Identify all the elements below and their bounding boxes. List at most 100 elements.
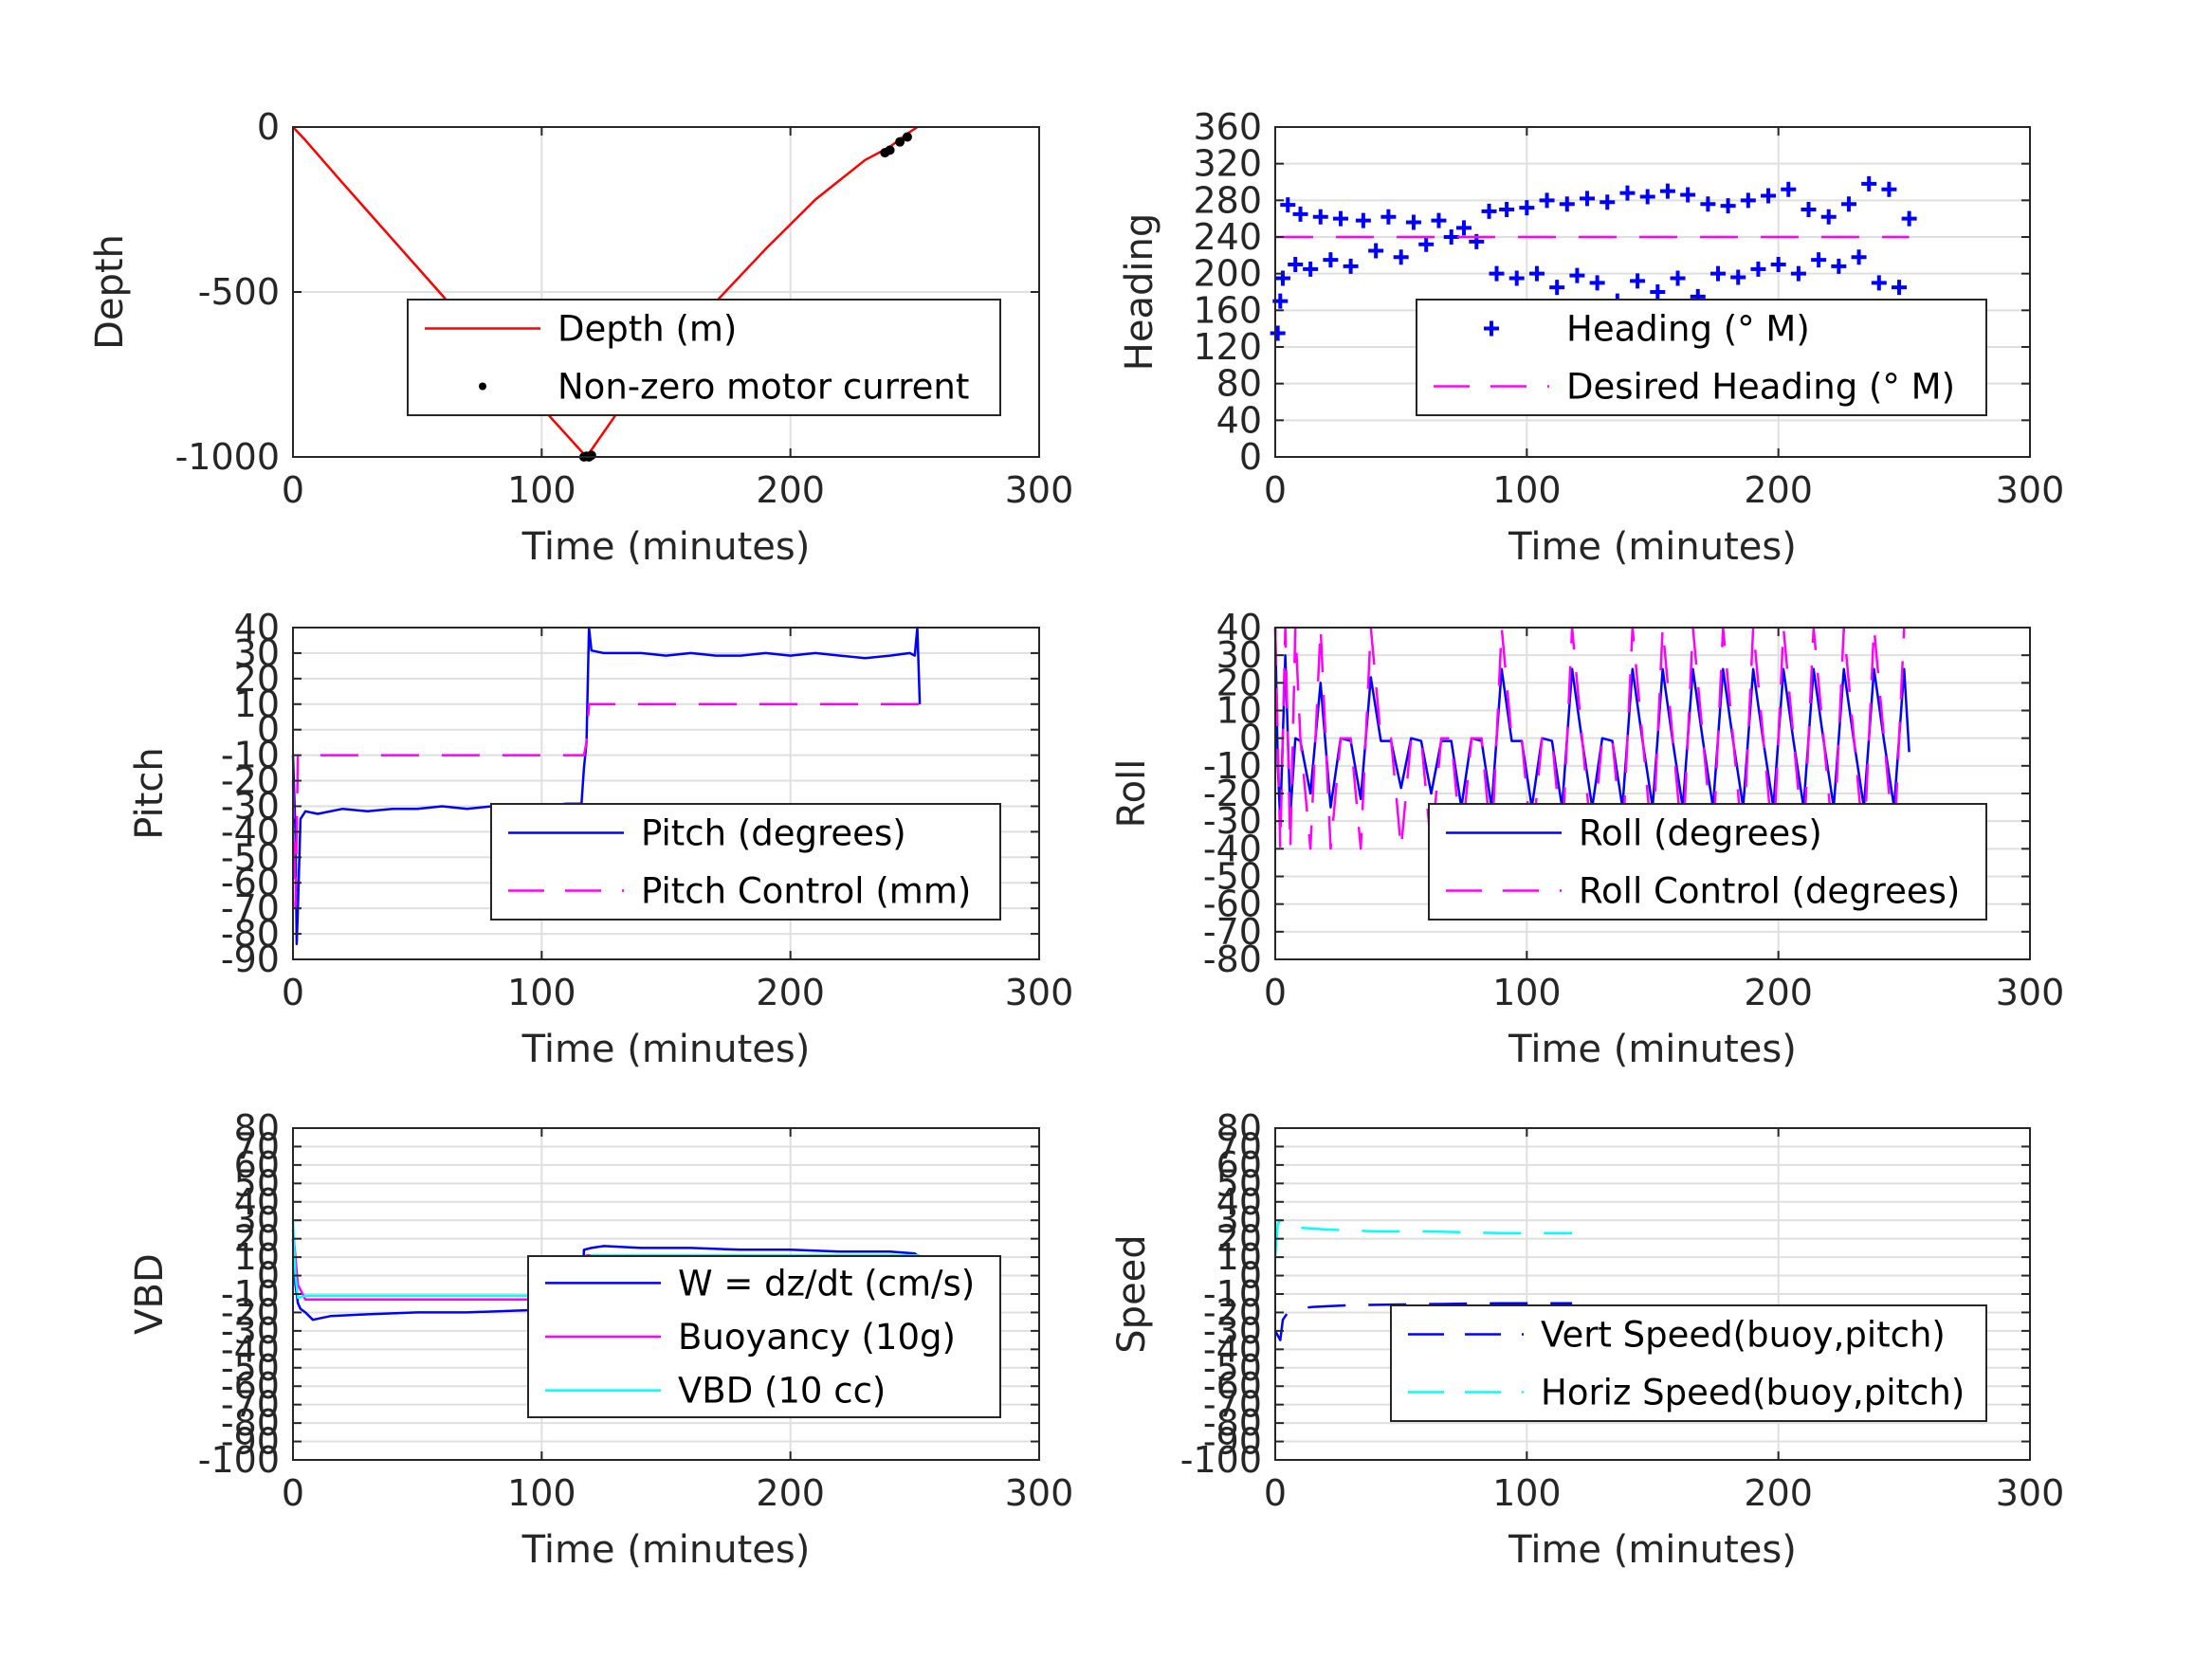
data-point xyxy=(1270,325,1286,341)
y-tick-label: -10 xyxy=(221,1273,280,1315)
data-point xyxy=(1280,197,1296,213)
legend: Roll (degrees) Roll Control (degrees) xyxy=(1428,803,1987,921)
data-point xyxy=(1820,209,1837,225)
y-tick-label: 0 xyxy=(257,709,280,751)
y-tick-label: 240 xyxy=(1193,216,1262,258)
y-tick-label: 50 xyxy=(1216,1162,1262,1204)
x-tick-label: 100 xyxy=(507,972,576,1013)
y-tick-label: 280 xyxy=(1193,179,1262,221)
legend-box xyxy=(1390,1304,1987,1422)
y-tick-label: -30 xyxy=(1203,800,1262,842)
legend-box xyxy=(1428,803,1987,921)
data-point xyxy=(1901,210,1917,227)
data-point xyxy=(1418,236,1435,252)
y-tick-label: 40 xyxy=(1216,1181,1262,1223)
data-point xyxy=(1549,280,1565,296)
x-axis-label: Time (minutes) xyxy=(1508,1028,1797,1071)
data-point xyxy=(1670,270,1686,286)
x-tick-label: 0 xyxy=(1264,972,1287,1013)
x-tick-label: 300 xyxy=(1996,972,2065,1013)
y-tick-label: -80 xyxy=(1203,1402,1262,1444)
x-tick-label: 200 xyxy=(756,469,825,511)
y-tick-label: -20 xyxy=(1203,773,1262,814)
y-tick-label: -70 xyxy=(221,1384,280,1426)
legend-box xyxy=(407,299,1001,416)
chart-vbd: 0 100 200 30080706050403020100-10-20-30-40-… xyxy=(128,1107,1073,1572)
y-tick-label: -70 xyxy=(221,887,280,929)
y-tick-label: 30 xyxy=(234,1199,280,1241)
data-point xyxy=(1761,188,1777,204)
x-tick-label: 200 xyxy=(1744,972,1813,1013)
legend-label: Depth (m) xyxy=(558,309,737,350)
data-point xyxy=(1790,265,1806,282)
y-tick-label: 120 xyxy=(1193,326,1262,368)
x-axis-label: Time (minutes) xyxy=(521,1028,811,1071)
y-tick-label: 360 xyxy=(1193,106,1262,148)
x-tick-label: 300 xyxy=(1005,1472,1074,1514)
legend-box xyxy=(1416,299,1987,416)
data-point xyxy=(1600,194,1616,210)
y-tick-label: -60 xyxy=(1203,884,1262,925)
plot-frame xyxy=(1274,126,2031,458)
y-axis-label: VBD xyxy=(128,1253,172,1335)
data-point xyxy=(1519,200,1535,216)
y-tick-label: -60 xyxy=(221,862,280,903)
y-tick-label: 160 xyxy=(1193,289,1262,331)
y-tick-label: 80 xyxy=(1216,363,1262,405)
y-axis-label: Speed xyxy=(1110,1234,1154,1353)
y-tick-label: -60 xyxy=(1203,1365,1262,1407)
legend-label: Buoyancy (10g) xyxy=(678,1317,956,1358)
series-line xyxy=(1273,1218,1573,1258)
data-point xyxy=(1619,185,1636,201)
y-tick-label: -500 xyxy=(198,271,280,313)
data-point xyxy=(1288,257,1304,272)
chart-heading: 0 100 200 30004080120160200240280320360Time… xyxy=(1118,106,2064,569)
y-tick-label: -30 xyxy=(221,785,280,827)
data-point xyxy=(1709,265,1726,282)
x-tick-label: 100 xyxy=(1492,1472,1562,1514)
data-point xyxy=(902,132,912,142)
data-point xyxy=(1700,196,1716,212)
data-point xyxy=(1811,252,1827,268)
data-point xyxy=(1881,181,1897,197)
y-tick-label: 40 xyxy=(234,1181,280,1223)
data-point xyxy=(1292,206,1308,222)
plot-frame xyxy=(292,627,1040,960)
data-point xyxy=(1508,270,1525,286)
y-tick-label: 80 xyxy=(1216,1107,1262,1149)
x-axis-label: Time (minutes) xyxy=(1508,525,1797,569)
y-tick-label: -50 xyxy=(1203,1347,1262,1389)
x-tick-label: 100 xyxy=(1492,469,1562,511)
data-point xyxy=(1456,220,1472,236)
y-tick-label: -40 xyxy=(1203,828,1262,869)
x-tick-label: 300 xyxy=(1996,1472,2065,1514)
data-point xyxy=(1481,203,1497,219)
data-point xyxy=(1405,214,1421,230)
legend-label: Heading (° M) xyxy=(1566,309,1810,350)
data-point xyxy=(1831,258,1847,274)
data-point xyxy=(1720,198,1736,214)
legend-marker xyxy=(479,382,486,391)
chart-speed: 0 100 200 30080706050403020100-10-20-30-40-… xyxy=(1110,1107,2064,1572)
data-point xyxy=(1559,196,1575,212)
data-point xyxy=(1781,181,1797,197)
y-tick-label: -20 xyxy=(221,1291,280,1333)
legend-label: Non-zero motor current xyxy=(558,367,969,408)
y-tick-label: 30 xyxy=(1216,1199,1262,1241)
data-point xyxy=(885,145,895,155)
y-tick-label: 10 xyxy=(234,684,280,725)
x-tick-label: 300 xyxy=(1996,469,2065,511)
data-point xyxy=(1730,269,1746,285)
y-tick-label: -90 xyxy=(1203,1421,1262,1463)
y-tick-label: 320 xyxy=(1193,143,1262,185)
data-point xyxy=(1801,202,1817,217)
data-point xyxy=(1770,257,1786,272)
y-tick-label: -40 xyxy=(221,1328,280,1370)
x-tick-label: 0 xyxy=(282,1472,304,1514)
y-tick-label: -100 xyxy=(1180,1439,1262,1481)
y-tick-label: 40 xyxy=(1216,607,1262,648)
series-speed-1 xyxy=(1273,1218,1573,1258)
x-tick-label: 300 xyxy=(1005,972,1074,1013)
data-point xyxy=(1368,243,1384,259)
data-point xyxy=(1489,265,1505,282)
